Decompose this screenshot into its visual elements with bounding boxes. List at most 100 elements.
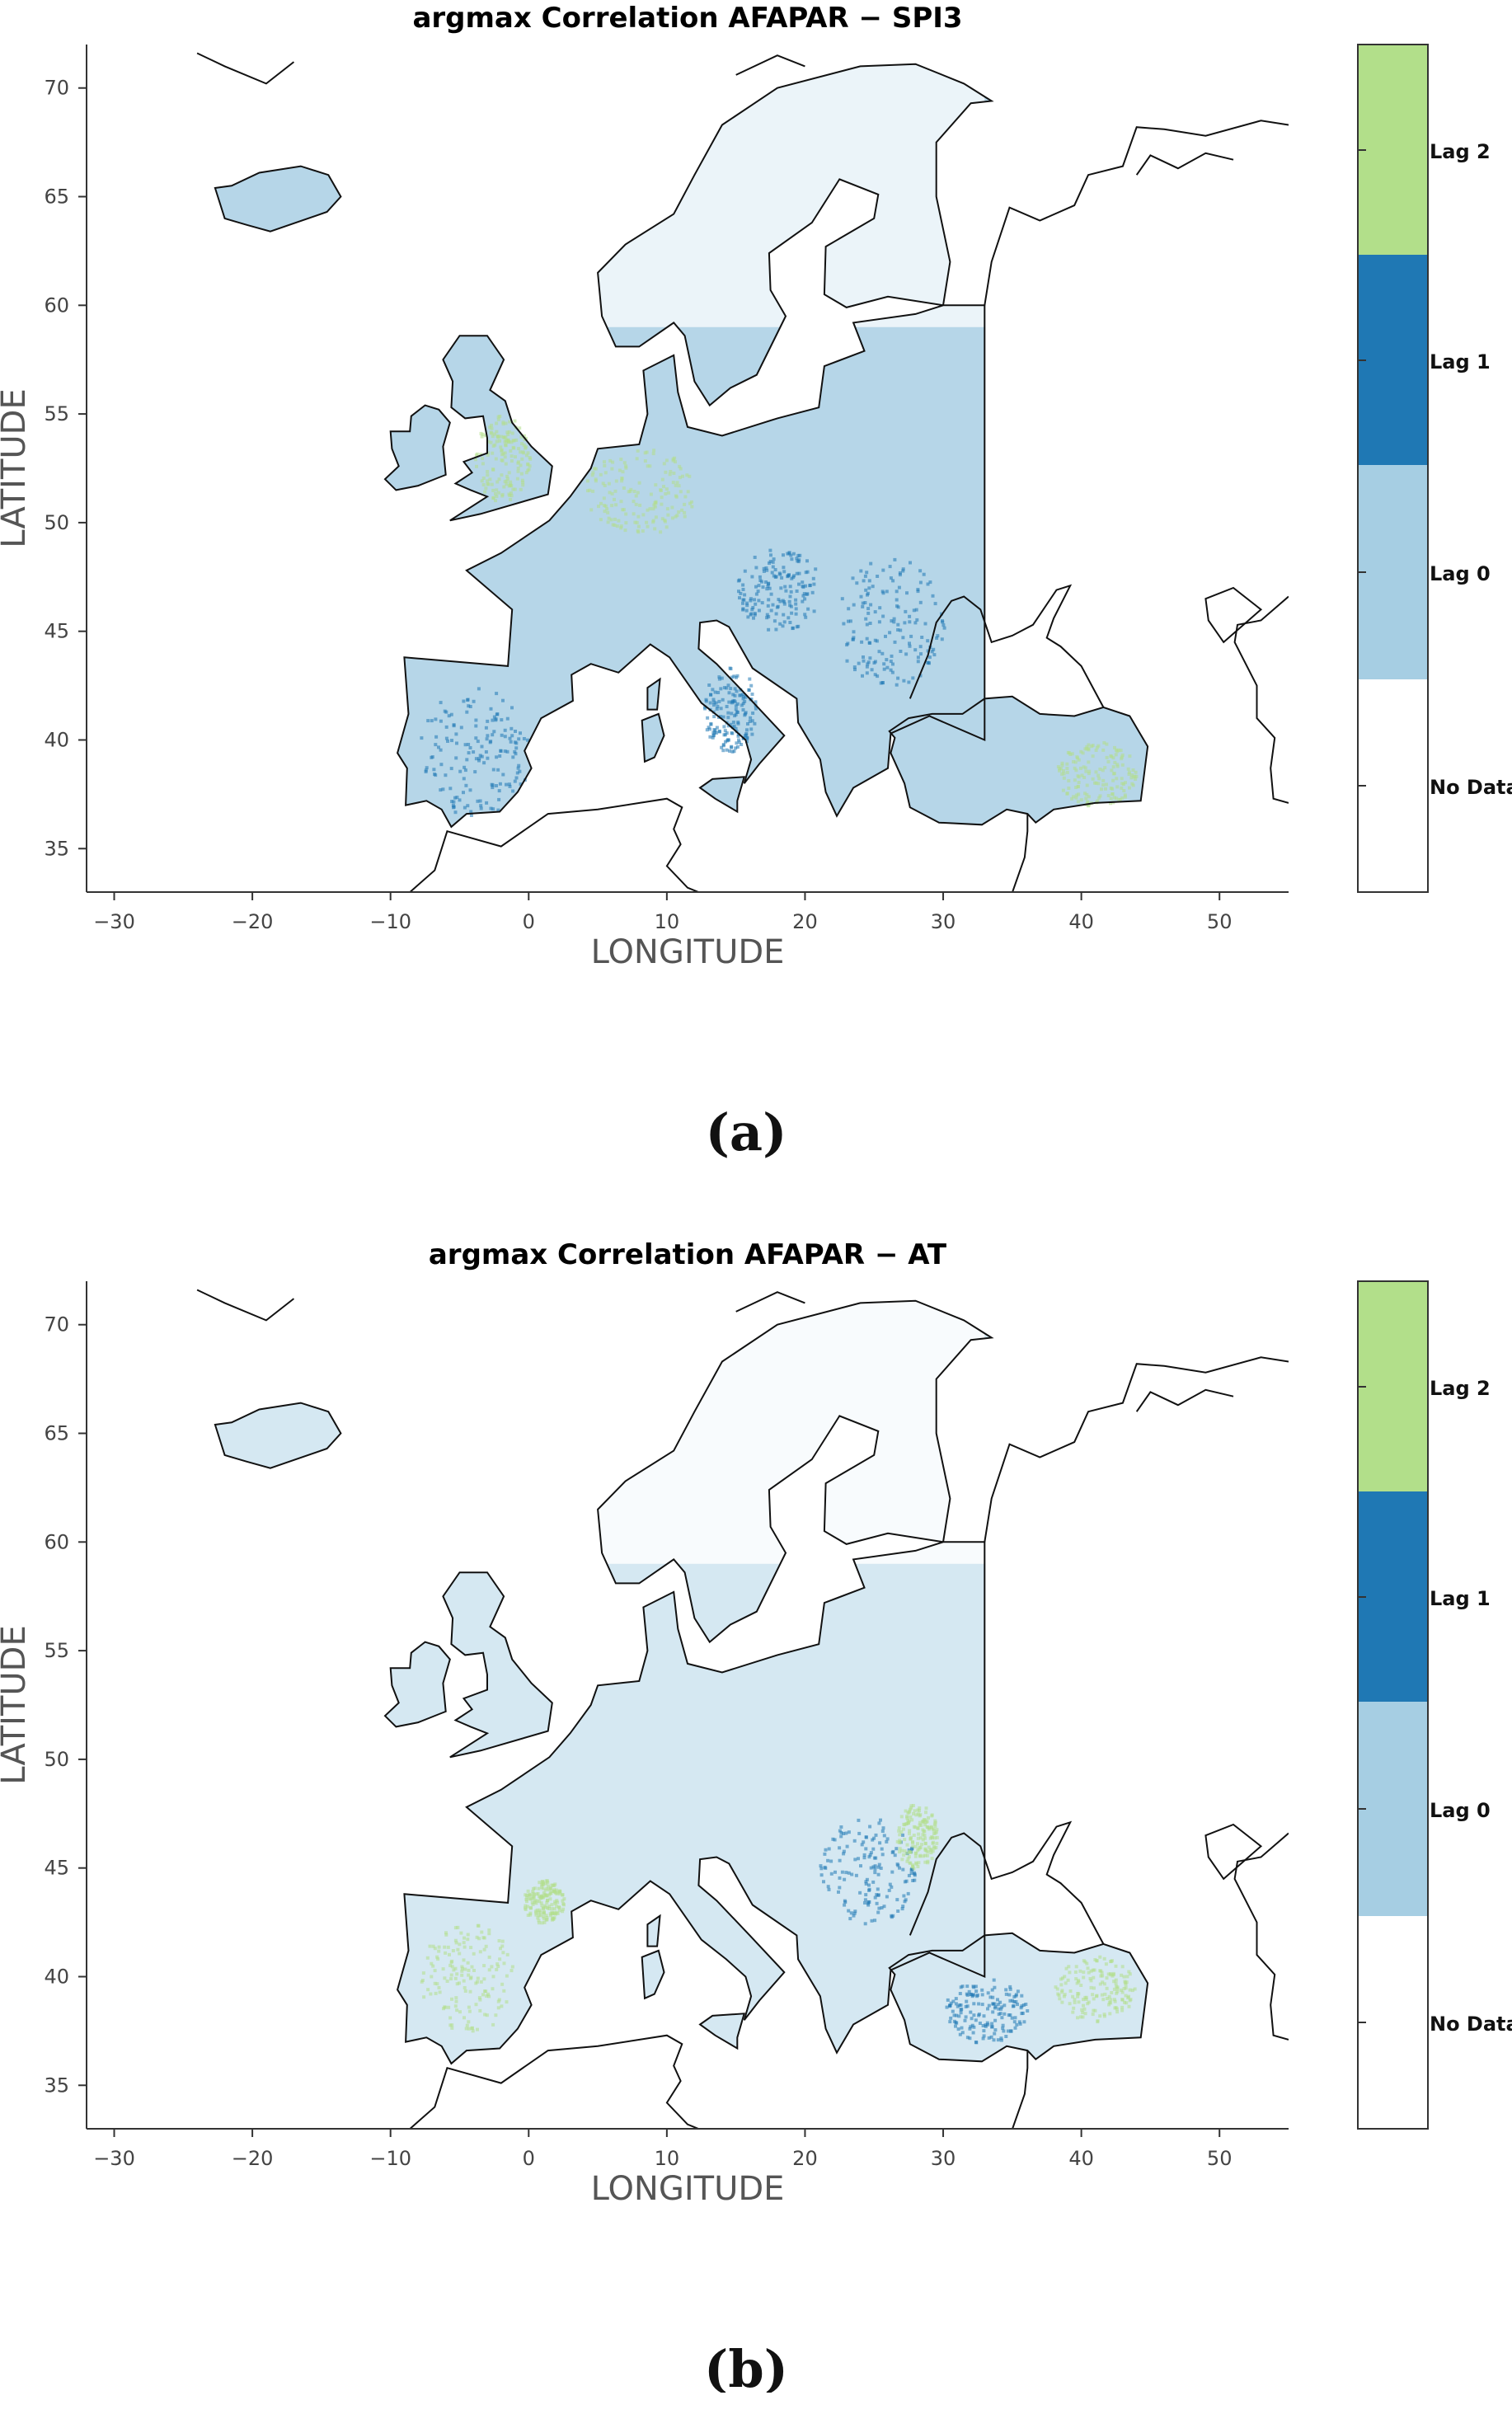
lag-dot [906,1811,910,1815]
lag-dot [1123,795,1127,799]
lag-dot [733,714,737,718]
lag-dot [622,486,626,490]
lag-dot [495,1968,499,1971]
lag-dot [1057,1994,1061,1998]
lag-dot [726,711,730,715]
lag-dot [782,566,786,570]
lag-dot [453,796,457,800]
lag-dot [660,502,664,506]
lag-dot [870,668,874,672]
lag-dot [550,1889,554,1893]
lag-dot [981,2036,985,2041]
lag-dot [749,613,753,617]
lag-dot [725,748,729,752]
lag-dot [974,1989,979,1994]
lag-dot [495,712,499,716]
lag-dot [916,1848,920,1853]
lag-dot [1012,2000,1017,2003]
lag-dot [924,1811,927,1815]
lag-dot [603,504,606,508]
lag-dot [688,474,692,478]
lag-dot [1124,1994,1128,1998]
lag-dot [893,1853,897,1858]
lag-dot [624,466,628,470]
lag-dot [561,1907,566,1911]
lag-dot [1101,768,1105,773]
lag-dot [1116,748,1120,752]
lag-dot [491,807,495,811]
coastline-sardinia [641,1949,665,2000]
lag-dot [945,2005,949,2009]
lag-dot [497,797,501,801]
lag-dot [436,1957,440,1961]
lag-dot [743,734,747,738]
lag-dot [940,637,944,641]
lag-dot [480,744,484,749]
coastline-iceland [214,1402,342,1469]
lag-dot [923,622,927,626]
lag-dot [843,1877,847,1881]
lag-dot [1087,1970,1091,1975]
lag-dot [862,655,865,659]
lag-dot [469,810,473,814]
lag-dot [454,1999,458,2003]
lag-dot [838,1846,842,1850]
lag-dot [549,1914,553,1918]
lag-dot [500,1939,505,1943]
lag-dot [1065,770,1069,774]
lag-dot [542,1891,546,1895]
lag-dot [485,2013,489,2017]
lag-dot [524,1904,528,1908]
lag-dot [1018,2022,1022,2026]
lag-dot [500,1944,505,1948]
lag-dot [543,1904,547,1908]
lag-dot [664,487,669,491]
lag-dot [991,2010,995,2014]
lag-dot [649,492,653,496]
lag-dot [744,608,749,613]
lag-dot [486,719,490,723]
lag-dot [474,718,478,722]
lag-dot [797,571,801,575]
lag-dot [617,468,622,472]
land-fill-sicily [700,2013,744,2049]
lag-dot [922,572,926,576]
lag-dot [441,787,445,791]
lag-dot [498,439,502,443]
lag-dot [935,1841,939,1845]
lag-dot [750,732,754,736]
lag-dot [431,1964,435,1968]
lag-dot [439,719,443,723]
lag-dot [916,588,920,591]
lag-dot [648,507,652,511]
lag-dot [447,714,451,718]
lag-dot [1064,1966,1068,1970]
lag-dot [475,1935,479,1939]
lag-dot [712,728,716,731]
lag-dot [1059,767,1063,771]
lag-dot [467,743,471,746]
panel-b-lag-dots [420,1804,1137,2045]
lag-dot [524,471,528,475]
lag-dot [780,575,784,580]
lag-dot [1092,2008,1096,2013]
lag-dot [996,2003,1000,2007]
lag-dot [873,1919,877,1923]
lag-dot [941,623,946,627]
lag-dot [1080,2008,1084,2012]
lag-dot [891,579,895,583]
lag-dot [898,1833,902,1837]
lag-dot [948,2003,952,2008]
lag-dot [451,803,455,807]
lag-dot [525,1895,529,1900]
lag-dot [727,738,730,742]
lag-dot [437,1945,441,1949]
lag-dot [870,1919,874,1923]
lag-dot [872,1856,876,1860]
lag-dot [804,615,808,619]
lag-dot [1082,1975,1086,1980]
lag-dot [539,1895,543,1899]
lag-dot [996,2038,1000,2042]
lag-dot [909,1837,913,1841]
lag-dot [868,1853,872,1857]
